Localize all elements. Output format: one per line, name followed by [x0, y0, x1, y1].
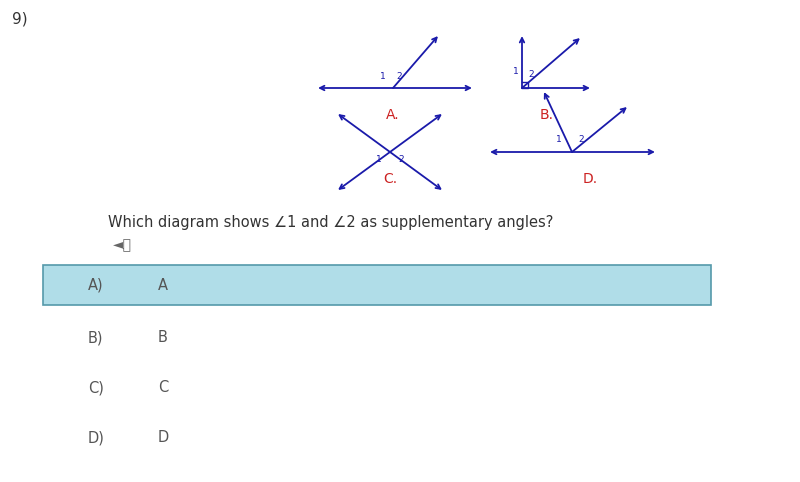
Text: 2: 2 [398, 155, 404, 164]
Text: B: B [158, 331, 168, 346]
Text: A.: A. [386, 108, 400, 122]
Text: C: C [158, 380, 168, 396]
Text: 2: 2 [528, 70, 534, 79]
Text: 2: 2 [578, 135, 584, 144]
Text: D): D) [88, 430, 105, 445]
Text: B): B) [88, 331, 103, 346]
Text: 1: 1 [376, 155, 382, 164]
Text: 1: 1 [556, 135, 562, 144]
Text: Which diagram shows ∠1 and ∠2 as supplementary angles?: Which diagram shows ∠1 and ∠2 as supplem… [108, 215, 554, 230]
Text: ◄⦿: ◄⦿ [113, 238, 132, 252]
Text: D.: D. [582, 172, 598, 186]
Text: A: A [158, 278, 168, 293]
Text: B.: B. [540, 108, 554, 122]
Text: 1: 1 [514, 67, 519, 76]
Text: 1: 1 [380, 72, 386, 81]
Text: 9): 9) [12, 12, 28, 27]
Text: D: D [158, 430, 170, 445]
Text: C): C) [88, 380, 104, 396]
Text: A): A) [88, 278, 104, 293]
Text: C.: C. [383, 172, 397, 186]
Text: 2: 2 [396, 72, 402, 81]
Bar [43, 265, 711, 305]
